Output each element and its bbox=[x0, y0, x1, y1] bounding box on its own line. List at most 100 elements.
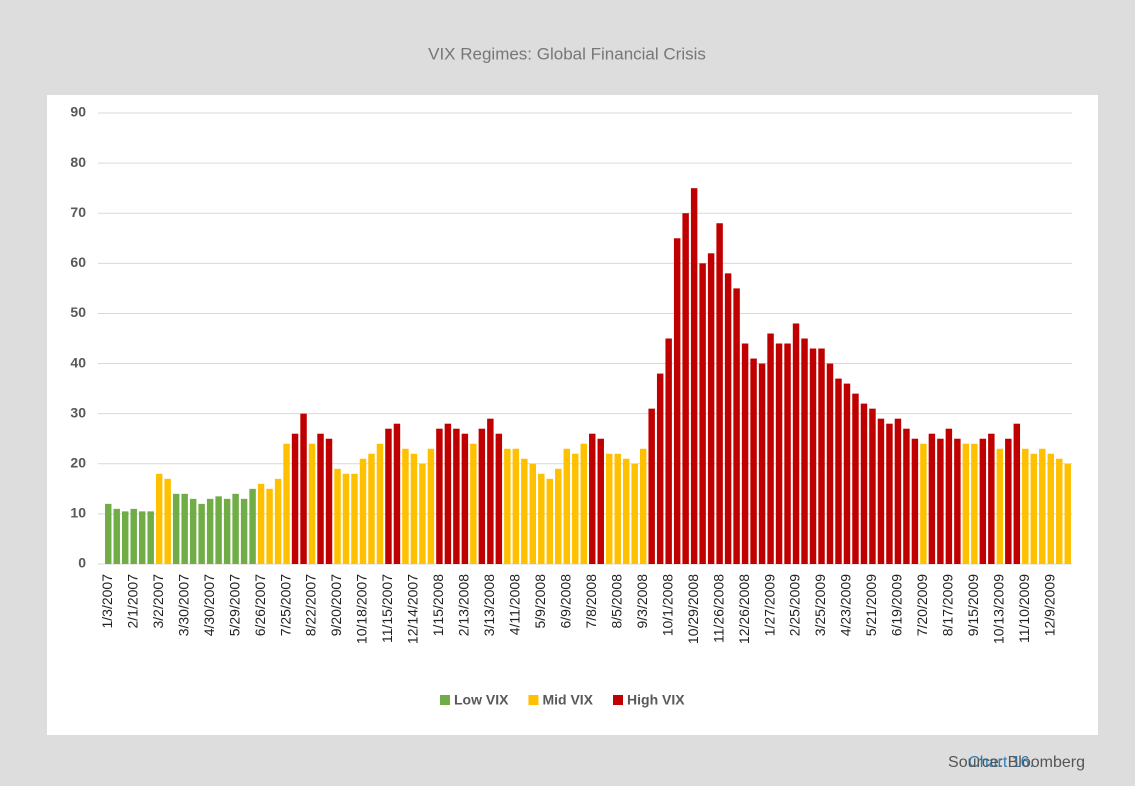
bar bbox=[555, 468, 562, 564]
bar bbox=[801, 338, 808, 564]
x-tick-label: 7/8/2008 bbox=[583, 574, 599, 629]
bar bbox=[470, 443, 477, 564]
x-tick-label: 2/25/2009 bbox=[787, 574, 803, 636]
bar bbox=[130, 508, 137, 564]
bar bbox=[716, 223, 723, 564]
bar bbox=[266, 488, 273, 564]
bar bbox=[1064, 463, 1071, 564]
bar bbox=[673, 238, 681, 564]
x-tick-label: 11/10/2009 bbox=[1016, 574, 1032, 643]
bar bbox=[724, 273, 732, 564]
bar bbox=[758, 363, 766, 564]
legend-swatch bbox=[613, 695, 624, 705]
x-tick-label: 11/15/2007 bbox=[379, 574, 395, 643]
x-tick-label: 8/5/2008 bbox=[608, 574, 624, 629]
x-tick-label: 3/13/2008 bbox=[481, 574, 497, 636]
x-tick-label: 3/2/2007 bbox=[150, 574, 166, 629]
bar bbox=[240, 498, 248, 564]
x-tick-label: 5/9/2008 bbox=[532, 574, 548, 629]
bar bbox=[181, 493, 188, 564]
legend-label: Low VIX bbox=[454, 692, 509, 708]
bar bbox=[478, 428, 486, 564]
bar bbox=[665, 338, 672, 564]
bar bbox=[860, 403, 868, 564]
y-tick-label: 60 bbox=[70, 254, 86, 270]
legend-swatch bbox=[440, 695, 450, 705]
bar bbox=[206, 498, 214, 564]
bar bbox=[393, 423, 401, 564]
bar bbox=[385, 428, 392, 564]
bar bbox=[563, 448, 570, 564]
bar bbox=[903, 428, 910, 564]
bar bbox=[308, 443, 316, 564]
bar bbox=[105, 503, 112, 564]
bar bbox=[198, 503, 205, 564]
bar bbox=[775, 343, 783, 564]
x-tick-label: 10/18/2007 bbox=[354, 574, 370, 644]
legend-label: High VIX bbox=[627, 692, 685, 708]
bar bbox=[521, 458, 528, 564]
bar bbox=[546, 478, 554, 564]
x-tick-label: 12/14/2007 bbox=[405, 574, 421, 644]
bar bbox=[622, 458, 630, 564]
bar bbox=[325, 438, 333, 564]
bar bbox=[427, 448, 435, 564]
bar bbox=[232, 493, 239, 564]
y-tick-label: 0 bbox=[78, 555, 86, 571]
bar bbox=[444, 423, 452, 564]
bar bbox=[164, 478, 171, 564]
footer-label: Chart 16. bbox=[968, 754, 1034, 771]
bar bbox=[172, 493, 180, 564]
x-tick-label: 8/17/2009 bbox=[940, 574, 956, 636]
bar bbox=[419, 463, 426, 564]
x-tick-label: 4/11/2008 bbox=[507, 574, 523, 635]
bar bbox=[529, 463, 537, 564]
bar bbox=[572, 453, 579, 564]
y-tick-label: 50 bbox=[70, 304, 86, 320]
x-tick-label: 7/25/2007 bbox=[277, 574, 293, 636]
x-tick-label: 4/23/2009 bbox=[838, 574, 854, 636]
bar bbox=[453, 428, 460, 564]
bar bbox=[690, 188, 698, 564]
x-tick-label: 6/19/2009 bbox=[889, 574, 905, 636]
bar bbox=[852, 393, 859, 564]
bar bbox=[597, 438, 604, 564]
bar bbox=[589, 433, 596, 564]
bar bbox=[784, 343, 791, 564]
x-tick-label: 1/27/2009 bbox=[761, 574, 777, 636]
bar bbox=[767, 333, 774, 564]
bar bbox=[122, 511, 129, 564]
bar bbox=[988, 433, 995, 564]
bar bbox=[631, 463, 638, 564]
bar bbox=[937, 438, 944, 564]
y-tick-label: 80 bbox=[70, 154, 86, 170]
bar bbox=[402, 448, 409, 564]
bar bbox=[1022, 448, 1029, 564]
x-tick-label: 5/29/2007 bbox=[226, 574, 242, 636]
bar bbox=[138, 511, 146, 564]
bar bbox=[436, 428, 443, 564]
x-tick-label: 10/1/2008 bbox=[659, 574, 675, 636]
bar bbox=[155, 473, 163, 564]
x-tick-label: 7/20/2009 bbox=[914, 574, 930, 636]
bar bbox=[291, 433, 299, 564]
bar bbox=[826, 363, 834, 564]
x-tick-label: 9/20/2007 bbox=[328, 574, 344, 636]
bar bbox=[707, 253, 715, 565]
bar bbox=[835, 378, 842, 564]
bar bbox=[495, 433, 503, 564]
x-tick-label: 12/9/2009 bbox=[1041, 574, 1057, 636]
bar bbox=[376, 443, 384, 564]
y-tick-label: 90 bbox=[70, 104, 86, 120]
footer-source: Source: Bloomberg bbox=[948, 754, 1085, 771]
bar bbox=[147, 511, 154, 564]
bar bbox=[1030, 453, 1038, 564]
bar bbox=[971, 443, 978, 564]
bar bbox=[512, 448, 520, 564]
bar bbox=[996, 448, 1004, 564]
x-tick-label: 5/21/2009 bbox=[863, 574, 879, 636]
bar bbox=[223, 498, 231, 564]
x-tick-label: 1/15/2008 bbox=[430, 574, 446, 636]
